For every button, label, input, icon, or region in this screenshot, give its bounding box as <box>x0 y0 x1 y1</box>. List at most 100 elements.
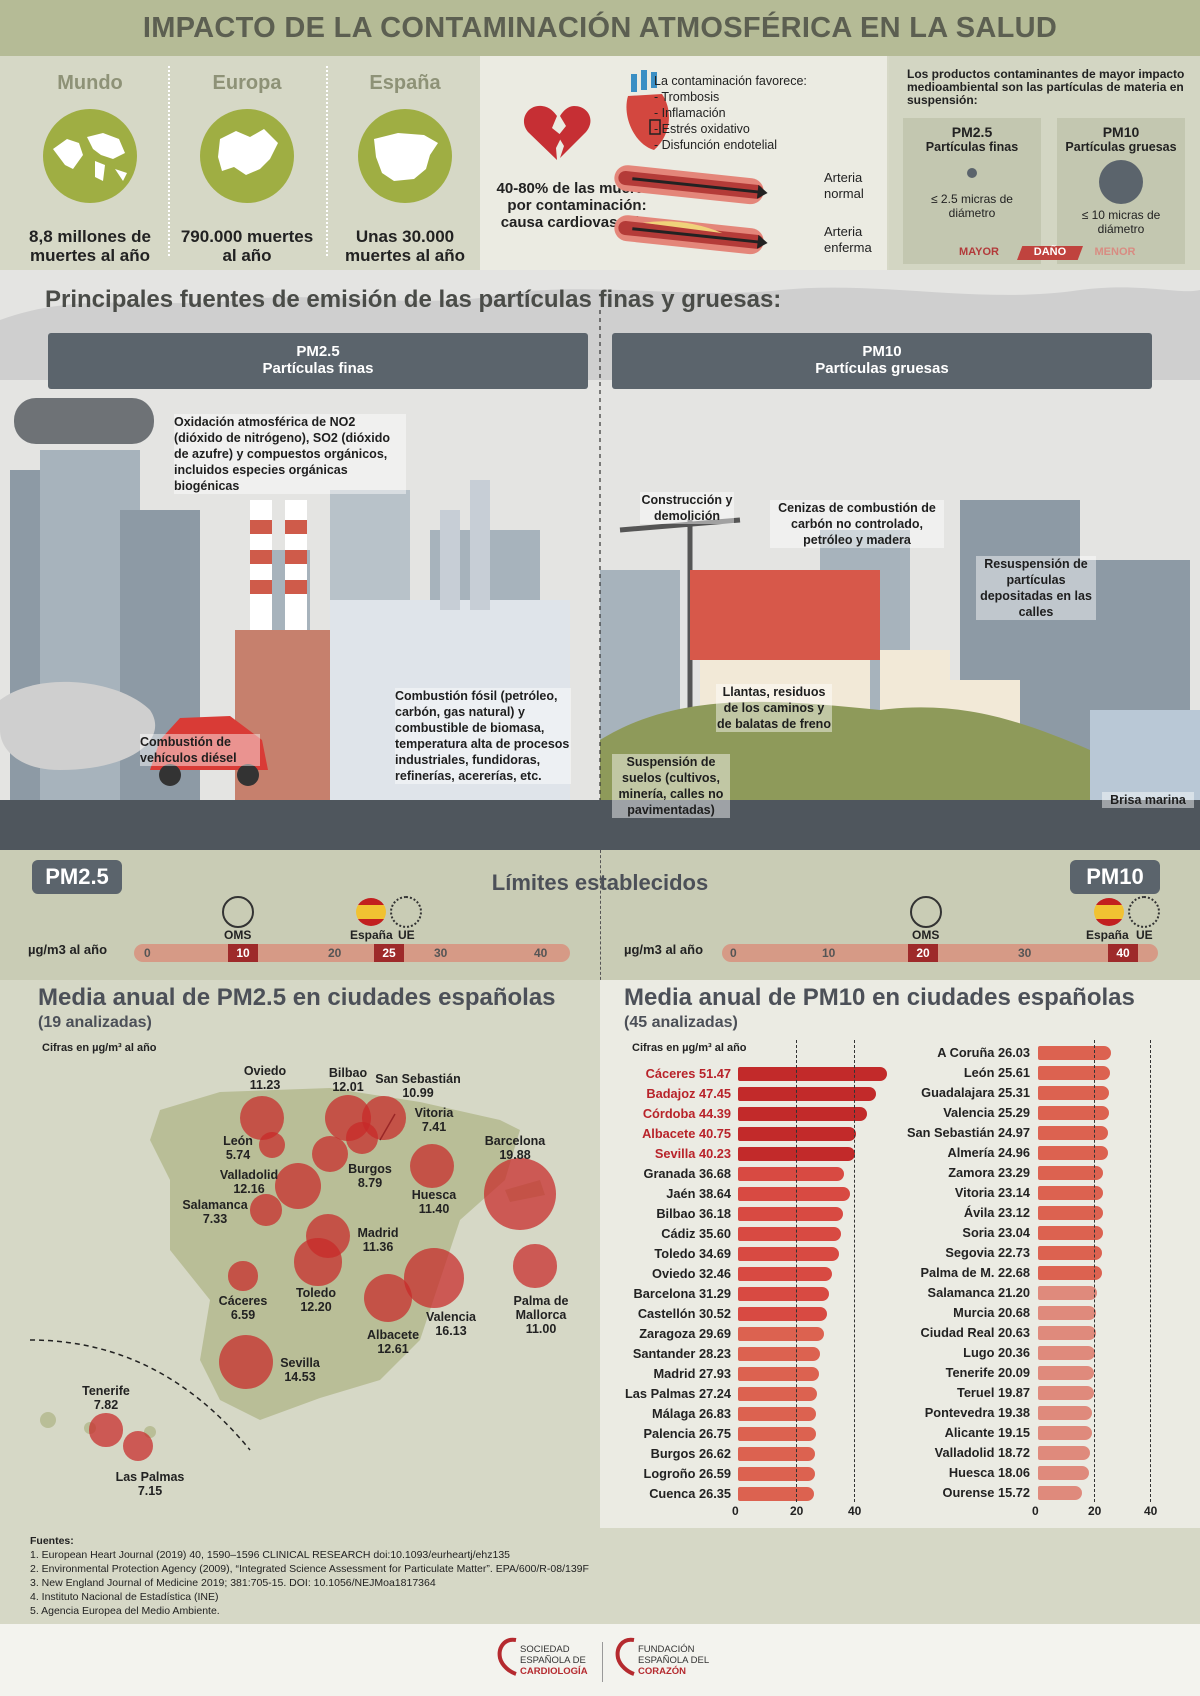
sec-logo-line: CARDIOLOGÍA <box>520 1666 588 1677</box>
source-item: 5. Agencia Europea del Medio Ambiente. <box>30 1605 220 1617</box>
map-city-value: 7.82 <box>93 1398 119 1412</box>
stat-deaths: 8,8 millones de muertes al año <box>29 227 151 265</box>
pm10-cities-title: Media anual de PM10 en ciudades española… <box>624 984 1135 1011</box>
cardio-favors: La contaminación favorece: - Trombosis -… <box>654 73 807 153</box>
map-city-name: Barcelona <box>484 1134 546 1148</box>
spain-label: España <box>1086 928 1129 942</box>
pm10-bar-label: Soria 23.04 <box>962 1225 1030 1240</box>
fec-logo-line: ESPAÑOLA DEL <box>638 1655 710 1666</box>
source-construction: Construcción y demolición <box>640 492 734 524</box>
source-item: 2. Environmental Protection Agency (2009… <box>30 1563 589 1575</box>
pm10-bar-label: Cáceres 51.47 <box>645 1066 731 1081</box>
pm10-bar-label: Tenerife 20.09 <box>945 1365 1030 1380</box>
pm10-bar-label: Vitoria 23.14 <box>954 1185 1030 1200</box>
fec-logo-line: FUNDACIÓN <box>638 1644 695 1655</box>
map-city-value: 14.53 <box>284 1370 316 1384</box>
map-city-value: 6.59 <box>230 1308 256 1322</box>
map-city-burgos: Burgos 8.79 <box>340 1162 400 1190</box>
map-city-las-palmas: Las Palmas 7.15 <box>110 1470 190 1498</box>
pm10-particle-dot <box>1099 160 1143 204</box>
limits-pm10-tag: PM10 <box>1070 860 1160 894</box>
eu-label: UE <box>1136 928 1153 942</box>
divider <box>326 66 328 256</box>
pm25-bubble <box>484 1158 556 1230</box>
map-city-name: San Sebastián <box>375 1072 461 1086</box>
eu-stars-icon <box>1128 896 1160 928</box>
source-item: 4. Instituto Nacional de Estadística (IN… <box>30 1591 219 1603</box>
pm10-bar <box>738 1287 829 1301</box>
pm25-cities-unit: Cifras en µg/m³ al año <box>42 1042 157 1054</box>
scale-tick: 30 <box>434 946 448 960</box>
pm10-bar <box>1038 1346 1095 1360</box>
map-city-name: Albacete <box>366 1328 420 1342</box>
pm10-bar-row: Murcia 20.68 <box>0 1304 1030 1322</box>
pm10-cities-unit: Cifras en µg/m³ al año <box>632 1042 747 1054</box>
pm25-bubble <box>122 1430 154 1462</box>
pm10-bar <box>1038 1046 1111 1060</box>
pm10-bar <box>1038 1226 1103 1240</box>
map-city-name: Toledo <box>295 1286 337 1300</box>
pm25-banner-label: Partículas finas <box>262 360 374 377</box>
pm10-bar-label: A Coruña 26.03 <box>937 1045 1030 1060</box>
sec-heart-logo-icon <box>497 1637 517 1676</box>
source-item: 1. European Heart Journal (2019) 40, 159… <box>30 1549 510 1561</box>
cardio-panel: 40-80% de las muertes por contaminación:… <box>480 56 887 270</box>
scale-tick: 0 <box>730 946 737 960</box>
pm10-bar <box>738 1187 851 1201</box>
pm10-bar <box>1038 1106 1109 1120</box>
pm10-bar <box>1038 1246 1102 1260</box>
pm10-bar-row: Soria 23.04 <box>0 1224 1030 1242</box>
stat-region: Europa <box>212 72 282 94</box>
pm10-bar-label: Badajoz 47.45 <box>646 1086 731 1101</box>
pm25-bubble <box>409 1143 455 1189</box>
pm10-bar <box>1038 1266 1102 1280</box>
pm10-bar <box>738 1167 845 1181</box>
eu-label: UE <box>398 928 415 942</box>
heart-organ-icon <box>626 70 669 150</box>
stat-spain: España Unas 30.000 muertes al año <box>330 60 480 265</box>
title-banner: IMPACTO DE LA CONTAMINACIÓN ATMOSFÉRICA … <box>0 0 1200 56</box>
pm10-bar-label: Lugo 20.36 <box>963 1345 1030 1360</box>
pm10-bar-label: Granada 36.68 <box>643 1166 732 1181</box>
pm10-bar-label: Cuenca 26.35 <box>649 1486 731 1501</box>
pm10-banner: PM10 Partículas gruesas <box>612 333 1152 389</box>
pm25-bubble <box>363 1273 413 1323</box>
pm10-bar-row: Castellón 30.52 <box>0 1305 731 1323</box>
pm10-axis-tick: 0 <box>1032 1504 1039 1518</box>
pm10-card-name: PM10 <box>1102 124 1140 140</box>
source-resuspension: Resuspensión de partículas depositadas e… <box>976 556 1096 620</box>
pm10-bar-row: Barcelona 31.29 <box>0 1285 731 1303</box>
footer-logos <box>0 1624 1200 1696</box>
map-city-name: Valladolid <box>219 1168 279 1182</box>
stat-world: Mundo 8,8 millones de muertes al año <box>15 60 165 265</box>
pm10-bar-label: Las Palmas 27.24 <box>624 1386 731 1401</box>
pm10-bar-label: Cádiz 35.60 <box>661 1226 731 1241</box>
pm10-bar <box>1038 1186 1103 1200</box>
pollution-cloud-icon <box>14 398 154 444</box>
map-city-name: Las Palmas <box>115 1470 185 1484</box>
pm10-bar <box>1038 1326 1096 1340</box>
pm25-card-name: PM2.5 <box>951 124 993 140</box>
cardio-favor-item: - Trombosis <box>654 90 720 104</box>
pm10-bar-row: Lugo 20.36 <box>0 1344 1030 1362</box>
pm10-bar-row: Guadalajara 25.31 <box>0 1084 1030 1102</box>
pm10-bar <box>738 1247 839 1261</box>
damage-label: DAÑO <box>1033 246 1067 258</box>
map-city-palma: Palma de Mallorca 11.00 <box>504 1294 578 1336</box>
map-city-valladolid: Valladolid 12.16 <box>212 1168 286 1196</box>
pm10-bar-row: Oviedo 32.46 <box>0 1265 731 1283</box>
pm10-bar-row: Salamanca 21.20 <box>0 1284 1030 1302</box>
source-item: 3. New England Journal of Medicine 2019;… <box>30 1577 436 1589</box>
stat-deaths: 790.000 muertes al año <box>180 227 314 265</box>
source-oxidation: Oxidación atmosférica de NO2 (dióxido de… <box>174 414 406 494</box>
map-city-name: Cáceres <box>218 1294 268 1308</box>
arteries-illustration <box>614 165 768 255</box>
pm10-bar <box>1038 1486 1083 1500</box>
map-city-value: 12.16 <box>233 1182 265 1196</box>
pm10-bar-label: Toledo 34.69 <box>654 1246 731 1261</box>
map-city-value: 12.61 <box>377 1342 409 1356</box>
pm25-banner: PM2.5 Partículas finas <box>48 333 588 389</box>
pm10-bar-label: Zaragoza 29.69 <box>639 1326 731 1341</box>
pm10-bar <box>738 1467 816 1481</box>
pm10-bar <box>738 1267 833 1281</box>
